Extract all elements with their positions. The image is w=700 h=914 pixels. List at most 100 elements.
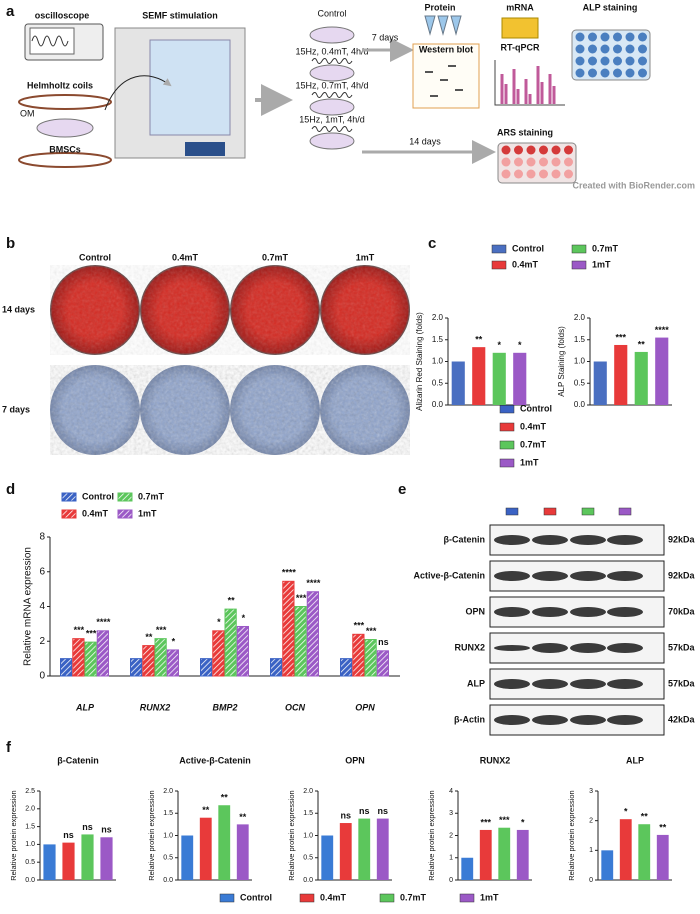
band (570, 679, 606, 689)
bar (43, 844, 56, 880)
bar (181, 835, 194, 880)
bar (81, 834, 94, 880)
well (539, 169, 548, 179)
bar (100, 837, 113, 880)
size-label: 57kDa (668, 678, 696, 688)
band (607, 643, 643, 653)
bar (614, 344, 628, 405)
legend-label: 0.7mT (520, 439, 547, 449)
band (607, 571, 643, 581)
band (570, 715, 606, 725)
column-label: 0.7mT (262, 252, 289, 262)
size-label: 57kDa (668, 642, 696, 652)
significance: *** (366, 626, 377, 636)
well-texture (50, 265, 140, 355)
y-tick-label: 2.5 (25, 788, 35, 795)
band (532, 715, 568, 725)
legend-swatch (499, 440, 515, 450)
y-axis-label: Relative protein expression (9, 790, 18, 880)
group-label: 15Hz, 0.7mT, 4h/d (295, 80, 368, 90)
bar (306, 591, 319, 677)
legend-label: 1mT (138, 508, 157, 518)
band (607, 715, 643, 725)
legend-swatch (499, 458, 515, 468)
alp-plate (571, 29, 651, 81)
group-list: Control 15Hz, 0.4mT, 4h/d 15Hz, 0.7mT, 4h/… (295, 8, 369, 150)
band (494, 535, 530, 545)
y-tick-label: 0.0 (163, 877, 173, 884)
significance: *** (296, 593, 307, 603)
legend-swatch (117, 509, 133, 519)
y-tick-label: 0.0 (25, 877, 35, 884)
y-tick-label: 8 (39, 532, 45, 543)
label: ARS staining (497, 127, 553, 137)
y-tick-label: 2.0 (303, 788, 313, 795)
y-tick-label: 0.5 (432, 378, 444, 387)
y-tick-label: 0 (39, 671, 45, 682)
panel-label: e (398, 481, 406, 498)
size-label: 70kDa (668, 606, 696, 616)
well (638, 44, 647, 54)
legend-swatch (299, 893, 315, 903)
bar (364, 639, 377, 677)
panel-c: c (428, 235, 436, 252)
mini-bars (500, 66, 556, 104)
bar (656, 834, 669, 880)
bar (224, 608, 237, 677)
group-label: 15Hz, 0.4mT, 4h/d (295, 46, 368, 56)
wave (311, 92, 353, 98)
legend-label: 0.4mT (520, 421, 547, 431)
panel-a: a oscilloscope Helmholtz coils OM BMSCs … (6, 2, 695, 190)
significance: *** (499, 815, 510, 825)
x-tick-label: OCN (285, 702, 306, 712)
protein-label: ALP (467, 678, 485, 688)
y-tick-label: 2.0 (163, 788, 173, 795)
lane-marker (543, 507, 557, 516)
legend-label: Control (240, 892, 272, 902)
wave (311, 58, 353, 64)
y-tick-label: 3 (589, 788, 593, 795)
y-tick-label: 1.5 (25, 823, 35, 830)
significance: *** (354, 621, 365, 631)
band (494, 571, 530, 581)
significance: ns (378, 637, 389, 647)
legend-swatch (499, 404, 515, 414)
well (551, 157, 561, 167)
screen (29, 27, 75, 55)
y-tick-label: 2.0 (25, 806, 35, 813)
x-tick-label: BMP2 (212, 702, 237, 712)
y-axis-label: Relative mRNA expression (23, 547, 34, 666)
significance: *** (156, 625, 167, 635)
y-tick-label: 1.0 (303, 832, 313, 839)
legend-label: 0.7mT (400, 892, 427, 902)
band (532, 643, 568, 653)
y-tick-label: 1.0 (25, 841, 35, 848)
legend-label: 0.4mT (512, 259, 539, 269)
protein-label: Active-β-Catenin (413, 570, 485, 580)
well (625, 56, 635, 66)
well (638, 56, 647, 66)
well (600, 56, 610, 66)
bar (96, 630, 109, 677)
column-label: 0.4mT (172, 252, 199, 262)
well (600, 32, 610, 42)
bar (154, 638, 167, 677)
legend-label: 0.4mT (320, 892, 347, 902)
x-tick-label: RUNX2 (140, 702, 171, 712)
y-tick-label: 0 (449, 877, 453, 884)
well (526, 157, 536, 167)
size-label: 92kDa (668, 534, 696, 544)
y-tick-label: 1.5 (432, 335, 444, 344)
well (625, 44, 635, 54)
panel-label: d (6, 481, 15, 498)
label: Western blot (419, 44, 473, 54)
dish (309, 132, 355, 150)
y-tick-label: 1 (589, 847, 593, 854)
band (494, 679, 530, 689)
band (532, 535, 568, 545)
significance: * (497, 340, 501, 350)
legend-label: Control (82, 491, 114, 501)
legend-swatch (491, 260, 507, 270)
well-texture (320, 265, 410, 355)
